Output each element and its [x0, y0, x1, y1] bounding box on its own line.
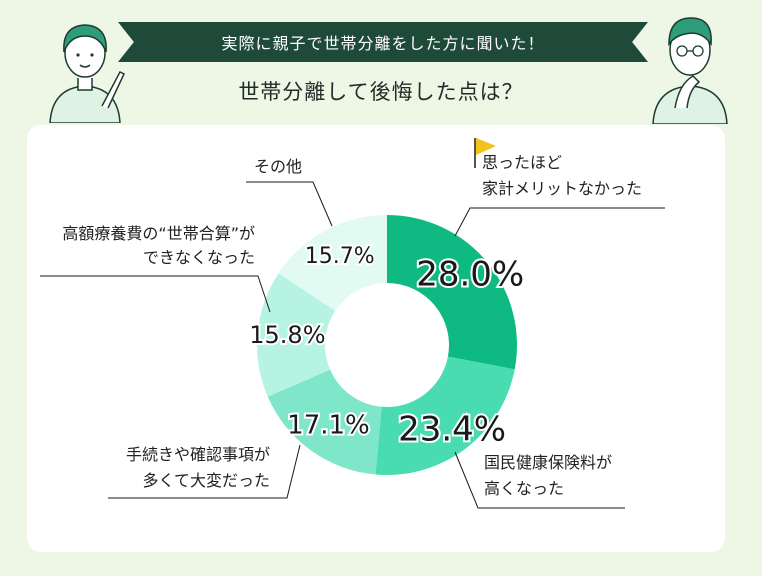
- man-illustration: [652, 17, 728, 124]
- category-label-2: 国民健康保険料が: [484, 453, 612, 472]
- slices: [257, 215, 517, 476]
- slice-4: [257, 273, 336, 397]
- leader-lines: [40, 181, 665, 509]
- category-label-4: 高額療養費の“世帯合算”が: [62, 224, 255, 243]
- woman-illustration: [49, 24, 125, 123]
- leader-line-3: [108, 444, 301, 499]
- chart-card: [27, 125, 725, 552]
- leader-line-5: [246, 181, 333, 227]
- slice-5: [278, 215, 387, 311]
- slice-3: [267, 369, 382, 475]
- category-label-1: 家計メリットなかった: [482, 179, 642, 198]
- slice-2: [375, 356, 515, 476]
- category-label-1: 思ったほど: [482, 153, 562, 172]
- slice-1: [387, 215, 517, 370]
- flag-icon: [474, 138, 496, 168]
- leader-line-1: [454, 207, 665, 237]
- value-label-5: 15.7%: [305, 244, 375, 269]
- value-label-3: 17.1%: [287, 411, 370, 441]
- question-title: 世帯分離して後悔した点は？: [238, 80, 524, 104]
- category-label-3: 手続きや確認事項が: [126, 445, 270, 464]
- value-label-1: 28.0%: [416, 255, 524, 295]
- category-label-4: できなくなった: [143, 248, 255, 267]
- banner-text: 実際に親子で世帯分離をした方に聞いた！: [221, 34, 545, 53]
- value-label-2: 23.4%: [398, 410, 506, 450]
- category-label-2: 高くなった: [484, 479, 564, 498]
- category-label-3: 多くて大変だった: [142, 471, 270, 490]
- leader-line-2: [454, 451, 625, 509]
- category-label-5: その他: [254, 157, 302, 176]
- value-labels: 28.0% 23.4% 17.1% 15.8% 15.7%: [247, 242, 526, 452]
- banner: 実際に親子で世帯分離をした方に聞いた！: [118, 22, 648, 62]
- leader-line-4: [40, 275, 271, 313]
- value-label-4: 15.8%: [249, 321, 325, 349]
